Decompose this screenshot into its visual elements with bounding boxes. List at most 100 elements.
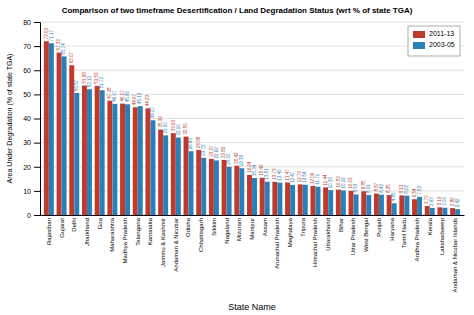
bar: [298, 184, 303, 215]
bar: [290, 185, 295, 215]
x-tick: Maharashtra: [109, 217, 115, 251]
x-tick-label: Chhattisgarh: [198, 218, 204, 252]
bar: [277, 183, 282, 215]
x-tick-label: Delhi: [71, 218, 77, 232]
data-label: 2.93: [429, 197, 434, 206]
x-tick: Lakshadweep: [439, 217, 445, 255]
grid: [40, 22, 464, 215]
bar: [150, 120, 155, 215]
bar: [285, 183, 290, 215]
data-label: 26.43: [188, 137, 193, 149]
x-tick: Punjab: [376, 217, 382, 236]
x-tick: Karnataka: [147, 217, 153, 245]
plot: 72.0367.3362.0753.6853.5347.3846.1744.67…: [23, 19, 464, 293]
data-label: 50.57: [74, 79, 79, 91]
data-label: 4.85: [391, 192, 396, 201]
bar: [450, 208, 455, 215]
x-tick: Bihar: [338, 218, 344, 232]
bar: [120, 104, 125, 215]
bar: [171, 133, 176, 215]
x-tick: Manipur: [249, 218, 255, 240]
legend: 2011-132003-05: [408, 26, 460, 56]
bar: [310, 186, 315, 215]
x-tick-label: Uttar Pradesh: [350, 218, 356, 255]
data-label: 71.17: [49, 30, 54, 42]
y-tick: 40: [23, 115, 40, 122]
bar: [227, 167, 232, 215]
x-tick: Gujarat: [59, 218, 65, 238]
bar: [239, 168, 244, 215]
data-label: 45.90: [125, 91, 130, 103]
bar: [57, 53, 62, 215]
legend-swatch: [413, 42, 425, 49]
data-label: 7.53: [417, 186, 422, 195]
bar: [252, 178, 257, 215]
data-label: 8.53: [353, 183, 358, 192]
y-tick-label: 70: [23, 43, 31, 50]
x-tick: Andhra Pradesh: [414, 218, 420, 261]
bar: [316, 187, 321, 215]
x-tick: Andaman & Nicobar: [173, 218, 179, 272]
y-tick-label: 40: [23, 115, 31, 122]
bar: [412, 199, 417, 215]
bar: [366, 195, 371, 215]
bar: [44, 41, 49, 215]
y-tick-mark: [34, 143, 40, 144]
bar-series: [49, 43, 460, 215]
bar: [349, 191, 354, 215]
bar: [176, 138, 181, 215]
bar: [201, 158, 206, 215]
y-tick-mark: [34, 119, 40, 120]
data-label: 44.23: [145, 95, 150, 107]
bar: [392, 203, 397, 215]
bar: [272, 182, 277, 215]
y-tick-mark: [34, 215, 40, 216]
x-axis: Rajasthan Gujarat Delhi Jharkhand Goa Maharas…: [41, 216, 465, 293]
x-tick: Rajasthan: [46, 218, 52, 245]
title: Comparison of two timeframe Desertificat…: [62, 6, 413, 15]
y-tick: 70: [23, 43, 40, 50]
x-tick-label: Andaman & Nicobar: [173, 218, 179, 272]
data-label: 12.54: [302, 171, 307, 183]
y-tick-mark: [34, 167, 40, 168]
bar: [455, 209, 460, 215]
bar: [341, 190, 346, 215]
x-tick-label: Maharashtra: [109, 217, 115, 251]
bar: [442, 208, 447, 215]
y-tick-label: 30: [23, 139, 31, 146]
x-tick: Uttar Pradesh: [350, 218, 356, 255]
y-tick-mark: [34, 94, 40, 95]
y-tick: 30: [23, 139, 40, 146]
legend-label: 2003-05: [429, 41, 455, 48]
y-tick: 80: [23, 19, 40, 26]
bar: [112, 104, 117, 215]
data-label: 8.02: [404, 184, 409, 193]
x-tick: Tripura: [300, 217, 306, 236]
data-label: 39.27: [150, 107, 155, 119]
bar: [354, 194, 359, 215]
x-tick-label: Andhra Pradesh: [414, 218, 420, 261]
y-tick-label: 0: [27, 212, 31, 219]
x-tick-label: Arunachal Pradesh: [274, 218, 280, 269]
bar: [125, 104, 130, 215]
x-tick: Jharkhand: [84, 218, 90, 246]
data-label: 20.00: [226, 153, 231, 165]
x-tick-label: Meghalaya: [287, 217, 293, 247]
bar: [425, 206, 430, 215]
x-tick: Mizoram: [236, 218, 242, 241]
data-label: 11.71: [315, 173, 320, 184]
x-tick-label: Odisha: [185, 217, 191, 237]
y-tick-label: 60: [23, 67, 31, 74]
bar: [417, 197, 422, 215]
x-tick-label: Sikkim: [211, 218, 217, 236]
y-axis-title: Area Under Degradation (% of state TGA): [6, 54, 14, 184]
x-tick-label: Telangana: [135, 217, 141, 245]
x-tick: Goa: [97, 217, 103, 229]
x-tick-label: Kerala: [427, 217, 433, 235]
bar: [437, 207, 442, 215]
y-tick: 0: [27, 212, 40, 219]
x-tick: Odisha: [185, 217, 191, 237]
bar: [379, 195, 384, 215]
bar: [95, 86, 100, 215]
x-tick: Himachal Pradesh: [312, 218, 318, 267]
